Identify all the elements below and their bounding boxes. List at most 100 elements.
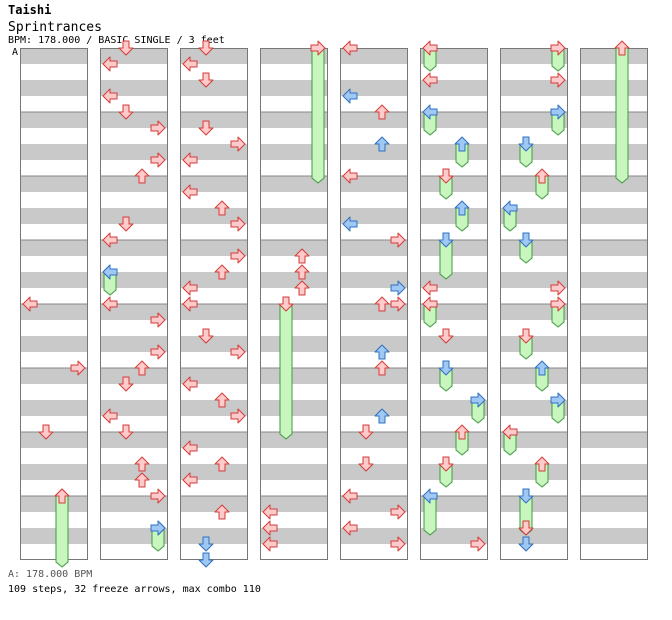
beat-stripe [180, 336, 248, 352]
column-border [340, 48, 408, 560]
beat-stripe [500, 368, 568, 384]
beat-stripe [580, 208, 648, 224]
chart-column [580, 48, 648, 560]
arrow-up-icon [374, 296, 390, 312]
arrow-left-icon [262, 536, 278, 552]
beat-stripe [100, 240, 168, 256]
arrow-right-icon [150, 520, 166, 536]
chart-column [500, 48, 568, 560]
beat-stripe [20, 272, 88, 288]
beat-stripe [580, 176, 648, 192]
column-border [260, 48, 328, 560]
beat-stripe [100, 272, 168, 288]
arrow-right-icon [550, 392, 566, 408]
beat-stripe [260, 240, 328, 256]
beat-stripe [500, 176, 568, 192]
arrow-left-icon [422, 72, 438, 88]
arrow-right-icon [230, 216, 246, 232]
beat-stripe [20, 208, 88, 224]
arrow-up-icon [134, 360, 150, 376]
beat-stripe [20, 400, 88, 416]
beat-stripe [500, 80, 568, 96]
arrow-down-icon [198, 552, 214, 568]
bpm-note: A: 178.000 BPM [8, 569, 93, 580]
freeze-arrow-body [615, 47, 629, 184]
arrow-left-icon [342, 488, 358, 504]
beat-stripe [20, 432, 88, 448]
arrow-up-icon [374, 344, 390, 360]
arrow-up-icon [214, 392, 230, 408]
arrow-right-icon [470, 536, 486, 552]
arrow-down-icon [438, 328, 454, 344]
beat-stripe [340, 528, 408, 544]
arrow-down-icon [438, 232, 454, 248]
beat-stripe [500, 112, 568, 128]
column-border [420, 48, 488, 560]
arrow-up-icon [134, 168, 150, 184]
arrow-down-icon [118, 40, 134, 56]
freeze-arrow-body [55, 495, 69, 568]
beat-stripe [580, 464, 648, 480]
beat-stripe [420, 112, 488, 128]
arrow-right-icon [550, 40, 566, 56]
arrow-left-icon [262, 520, 278, 536]
beat-stripe [340, 208, 408, 224]
arrow-up-icon [454, 200, 470, 216]
arrow-down-icon [198, 72, 214, 88]
beat-stripe [180, 304, 248, 320]
arrow-left-icon [262, 504, 278, 520]
arrow-left-icon [102, 56, 118, 72]
beat-stripe [500, 272, 568, 288]
arrow-down-icon [518, 136, 534, 152]
beat-stripe [20, 336, 88, 352]
beat-stripe [180, 368, 248, 384]
beat-stripe [20, 464, 88, 480]
arrow-up-icon [534, 360, 550, 376]
beat-stripe [260, 304, 328, 320]
beat-stripe [420, 176, 488, 192]
beat-stripe [180, 528, 248, 544]
beat-stripe [180, 176, 248, 192]
beat-stripe [260, 528, 328, 544]
arrow-down-icon [278, 296, 294, 312]
beat-stripe [260, 176, 328, 192]
beat-stripe [100, 496, 168, 512]
arrow-right-icon [150, 488, 166, 504]
column-border [100, 48, 168, 560]
arrow-down-icon [38, 424, 54, 440]
beat-stripe [340, 48, 408, 64]
beat-stripe [420, 400, 488, 416]
beat-stripe [580, 496, 648, 512]
arrow-left-icon [182, 472, 198, 488]
arrow-left-icon [342, 520, 358, 536]
arrow-right-icon [550, 72, 566, 88]
section-marker: A [12, 47, 19, 58]
beat-stripe [180, 400, 248, 416]
arrow-down-icon [518, 520, 534, 536]
beat-stripe [340, 272, 408, 288]
arrow-up-icon [294, 248, 310, 264]
chart-column [20, 48, 88, 560]
beat-stripe [580, 432, 648, 448]
chart-stats: 109 steps, 32 freeze arrows, max combo 1… [8, 584, 261, 595]
beat-stripe [580, 528, 648, 544]
arrow-left-icon [102, 88, 118, 104]
arrow-left-icon [182, 296, 198, 312]
column-border [20, 48, 88, 560]
arrow-down-icon [518, 488, 534, 504]
beat-stripe [340, 464, 408, 480]
arrow-down-icon [518, 328, 534, 344]
beat-stripe [500, 304, 568, 320]
arrow-left-icon [422, 488, 438, 504]
arrow-left-icon [182, 440, 198, 456]
beat-stripe [420, 80, 488, 96]
beat-stripe [100, 304, 168, 320]
beat-stripe [500, 240, 568, 256]
arrow-right-icon [390, 536, 406, 552]
beat-stripe [500, 144, 568, 160]
beat-stripe [180, 208, 248, 224]
arrow-down-icon [118, 424, 134, 440]
beat-stripe [180, 240, 248, 256]
arrow-left-icon [182, 184, 198, 200]
